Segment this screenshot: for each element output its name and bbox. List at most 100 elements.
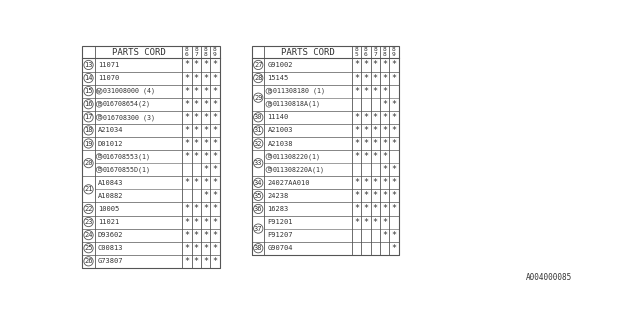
Text: *: * xyxy=(203,152,208,161)
Text: 8: 8 xyxy=(383,52,387,58)
Text: *: * xyxy=(354,139,359,148)
Text: *: * xyxy=(382,191,387,200)
Text: *: * xyxy=(354,113,359,122)
Bar xyxy=(83,46,220,268)
Text: *: * xyxy=(194,113,199,122)
Text: *: * xyxy=(382,74,387,83)
Text: *: * xyxy=(212,244,218,253)
Text: *: * xyxy=(212,152,218,161)
Text: *: * xyxy=(212,74,218,83)
Text: *: * xyxy=(364,204,369,213)
Text: *: * xyxy=(203,231,208,240)
Text: *: * xyxy=(194,100,199,109)
Text: *: * xyxy=(203,126,208,135)
Text: B: B xyxy=(267,154,271,159)
Text: *: * xyxy=(364,139,369,148)
Text: *: * xyxy=(194,204,199,213)
Text: *: * xyxy=(203,87,208,96)
Text: 016708654(2): 016708654(2) xyxy=(103,101,151,108)
Text: *: * xyxy=(184,244,189,253)
Text: 6: 6 xyxy=(364,52,368,58)
Text: *: * xyxy=(184,87,189,96)
Text: *: * xyxy=(194,218,199,227)
Text: 26: 26 xyxy=(84,258,93,264)
Text: 24027AA010: 24027AA010 xyxy=(268,180,310,186)
Text: 15145: 15145 xyxy=(268,75,289,81)
Text: *: * xyxy=(203,74,208,83)
Text: *: * xyxy=(194,231,199,240)
Text: 19: 19 xyxy=(84,140,93,147)
Text: *: * xyxy=(392,165,396,174)
Text: *: * xyxy=(364,178,369,187)
Text: A21038: A21038 xyxy=(268,140,293,147)
Text: *: * xyxy=(372,60,378,69)
Text: 8: 8 xyxy=(204,47,207,52)
Text: *: * xyxy=(354,74,359,83)
Text: *: * xyxy=(194,152,199,161)
Text: *: * xyxy=(372,178,378,187)
Text: *: * xyxy=(184,204,189,213)
Text: *: * xyxy=(212,191,218,200)
Text: *: * xyxy=(364,152,369,161)
Text: 031008000 (4): 031008000 (4) xyxy=(103,88,155,94)
Text: *: * xyxy=(382,165,387,174)
Text: 9: 9 xyxy=(392,52,396,58)
Text: *: * xyxy=(364,87,369,96)
Text: *: * xyxy=(364,126,369,135)
Text: 22: 22 xyxy=(84,206,93,212)
Text: *: * xyxy=(184,178,189,187)
Text: *: * xyxy=(194,126,199,135)
Text: B: B xyxy=(97,102,101,107)
Text: *: * xyxy=(382,113,387,122)
Text: 8: 8 xyxy=(355,47,358,52)
Text: *: * xyxy=(184,152,189,161)
Text: 23: 23 xyxy=(84,219,93,225)
Text: *: * xyxy=(372,74,378,83)
Text: W: W xyxy=(97,89,101,94)
Text: *: * xyxy=(184,60,189,69)
Text: *: * xyxy=(372,113,378,122)
Text: *: * xyxy=(184,231,189,240)
Text: B: B xyxy=(267,102,271,107)
Text: *: * xyxy=(392,178,396,187)
Text: *: * xyxy=(194,60,199,69)
Text: *: * xyxy=(212,231,218,240)
Text: 11071: 11071 xyxy=(98,62,119,68)
Text: 8: 8 xyxy=(383,47,387,52)
Text: 36: 36 xyxy=(254,206,262,212)
Text: *: * xyxy=(212,204,218,213)
Text: 34: 34 xyxy=(254,180,262,186)
Text: A21034: A21034 xyxy=(98,127,124,133)
Text: *: * xyxy=(184,126,189,135)
Text: *: * xyxy=(372,218,378,227)
Text: *: * xyxy=(203,191,208,200)
Text: G90704: G90704 xyxy=(268,245,293,251)
Text: *: * xyxy=(184,113,189,122)
Text: 5: 5 xyxy=(355,52,358,58)
Text: 011308180 (1): 011308180 (1) xyxy=(273,88,324,94)
Text: *: * xyxy=(372,152,378,161)
Text: 28: 28 xyxy=(254,75,262,81)
Text: *: * xyxy=(354,126,359,135)
Text: *: * xyxy=(382,178,387,187)
Text: B: B xyxy=(267,89,271,94)
Text: *: * xyxy=(392,139,396,148)
Text: G91002: G91002 xyxy=(268,62,293,68)
Text: 32: 32 xyxy=(254,140,262,147)
Text: A10843: A10843 xyxy=(98,180,124,186)
Text: 13: 13 xyxy=(84,62,93,68)
Text: 14: 14 xyxy=(84,75,93,81)
Text: *: * xyxy=(392,231,396,240)
Text: *: * xyxy=(184,100,189,109)
Text: 8: 8 xyxy=(195,47,198,52)
Text: *: * xyxy=(212,100,218,109)
Text: *: * xyxy=(203,165,208,174)
Text: *: * xyxy=(354,178,359,187)
Text: *: * xyxy=(203,60,208,69)
Text: 011308220(1): 011308220(1) xyxy=(273,153,321,160)
Bar xyxy=(252,46,399,255)
Text: *: * xyxy=(392,244,396,253)
Text: 01130818A(1): 01130818A(1) xyxy=(273,101,321,108)
Text: *: * xyxy=(184,218,189,227)
Text: *: * xyxy=(203,139,208,148)
